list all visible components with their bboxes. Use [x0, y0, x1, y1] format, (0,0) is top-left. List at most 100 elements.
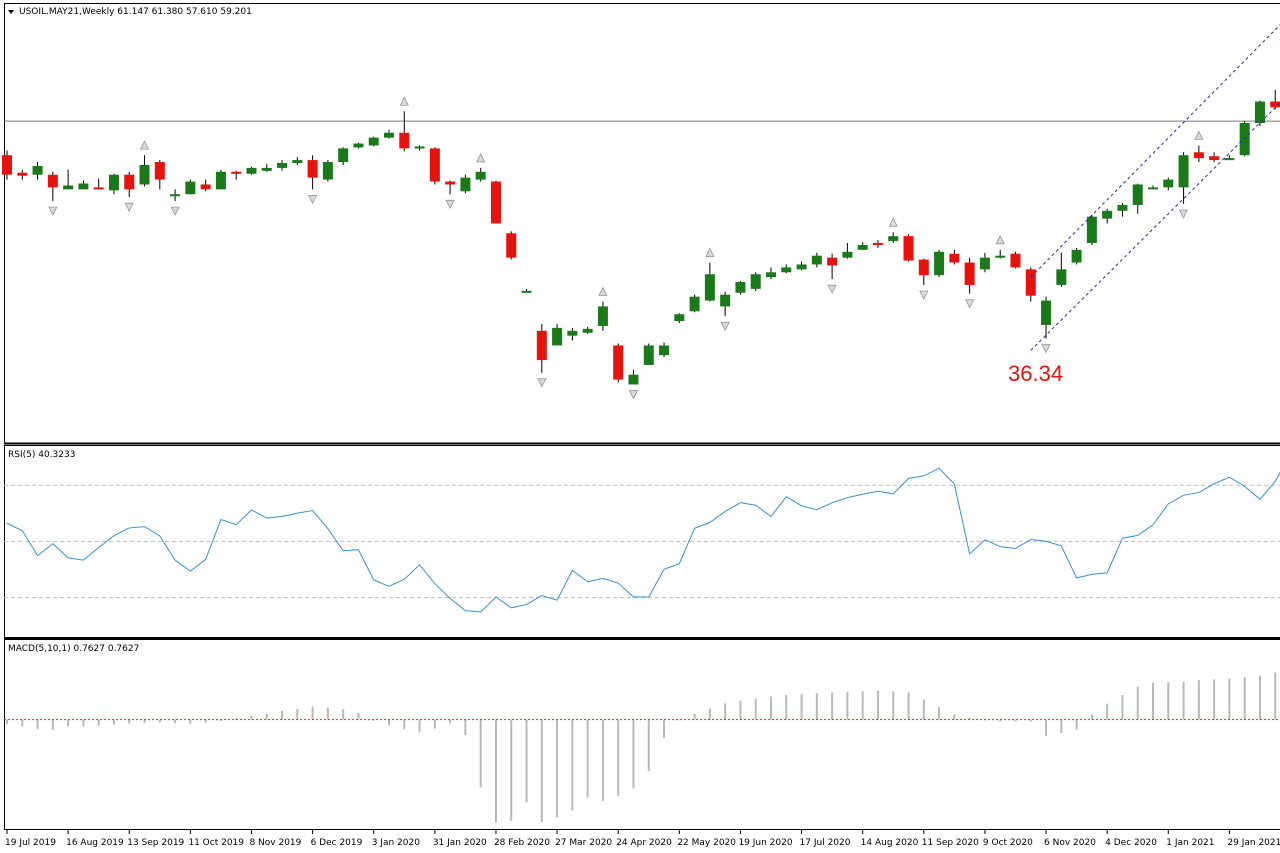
candle [63, 169, 74, 190]
candle [475, 167, 486, 182]
x-tick-label: 6 Nov 2020 [1044, 838, 1096, 848]
fractal-up-marker [705, 247, 715, 257]
macd-plot [4, 672, 1280, 823]
fractal-down-marker [919, 290, 929, 300]
candle-body [139, 164, 150, 185]
candle [552, 323, 563, 346]
fractal-down-marker [445, 199, 455, 210]
candle-body [322, 162, 333, 180]
candle-body [261, 167, 272, 171]
candle [674, 313, 685, 324]
dropdown-arrow-icon[interactable] [8, 10, 14, 14]
candle [47, 171, 58, 202]
candle-body [949, 253, 960, 263]
candle-body [1102, 210, 1113, 219]
candle [1117, 203, 1128, 217]
candle [1102, 208, 1113, 224]
candle-body [63, 185, 74, 190]
candle [185, 179, 196, 195]
candle [32, 162, 43, 180]
candle-body [277, 163, 288, 168]
candle-body [506, 233, 517, 258]
candle-body [231, 171, 242, 174]
candle [93, 178, 104, 190]
candle [536, 323, 547, 373]
candle [827, 253, 838, 280]
candle [888, 232, 899, 244]
candle [17, 169, 28, 180]
candle-body [979, 257, 990, 270]
x-tick-label: 3 Jan 2020 [372, 838, 420, 848]
candle-body [1117, 204, 1128, 211]
candle-body [643, 345, 654, 365]
candle-body [1209, 156, 1220, 161]
candle [1071, 247, 1082, 265]
candle-body [597, 306, 608, 326]
candle [903, 234, 914, 262]
candle [934, 249, 945, 278]
candle-body [154, 162, 165, 180]
candle [384, 129, 394, 139]
candle-body [918, 259, 929, 276]
fractal-down-marker [537, 378, 547, 388]
candle [338, 147, 349, 165]
candle-body [842, 251, 853, 258]
symbol-title: USOIL.MAY21,Weekly 61.147 61.380 57.610 … [19, 7, 252, 17]
fractal-up-marker [598, 286, 608, 296]
candle [628, 369, 639, 385]
x-tick-label: 16 Aug 2019 [66, 838, 124, 848]
fractal-up-marker [888, 217, 898, 227]
candle-body [720, 294, 731, 307]
candle-body [1178, 155, 1189, 188]
candle [124, 171, 135, 198]
candle-body [1056, 269, 1067, 285]
candle-body [429, 148, 440, 182]
candle-body [200, 184, 211, 190]
candle [1270, 89, 1280, 110]
x-tick-label: 19 Jul 2019 [5, 838, 56, 848]
candle [506, 231, 517, 260]
candle-body [338, 148, 349, 163]
candle-body [1163, 179, 1174, 188]
candle [704, 262, 715, 302]
candle [750, 272, 761, 291]
candle [995, 249, 1006, 259]
x-tick-label: 29 Jan 2021 [1227, 838, 1280, 848]
x-tick-label: 8 Nov 2019 [249, 838, 301, 848]
candle [139, 155, 150, 187]
candle [720, 291, 731, 317]
candle [1041, 296, 1052, 339]
candle-body [704, 274, 715, 301]
candle [307, 155, 318, 190]
candle [643, 343, 654, 365]
macd-label: MACD(5,10,1) 0.7627 0.7627 [8, 644, 139, 654]
candle-body [292, 160, 303, 164]
candle [292, 157, 303, 165]
candle-body [460, 177, 471, 192]
x-tick-label: 6 Dec 2019 [311, 838, 363, 848]
x-tick-label: 4 Dec 2020 [1105, 838, 1157, 848]
fractal-up-marker [399, 96, 409, 106]
candle [1193, 145, 1204, 163]
candle [582, 326, 593, 334]
candle-body [1086, 216, 1097, 244]
candle [735, 281, 746, 295]
candle [1025, 267, 1036, 302]
candle-body [307, 160, 318, 178]
trend-channel-line [1030, 102, 1280, 351]
candle-body [1071, 249, 1082, 263]
candle [78, 180, 89, 190]
candle [414, 145, 425, 151]
candle-body [78, 183, 89, 190]
candle [521, 288, 532, 293]
candle-body [445, 181, 456, 185]
candle-body [215, 171, 226, 190]
candle [781, 264, 792, 274]
x-tick-label: 24 Apr 2020 [616, 838, 672, 848]
x-tick-label: 28 Feb 2020 [494, 838, 550, 848]
candle-body [1193, 152, 1204, 159]
candle [1178, 152, 1189, 204]
candle-body [567, 330, 578, 336]
candle [1254, 100, 1265, 126]
candle [1056, 252, 1067, 287]
